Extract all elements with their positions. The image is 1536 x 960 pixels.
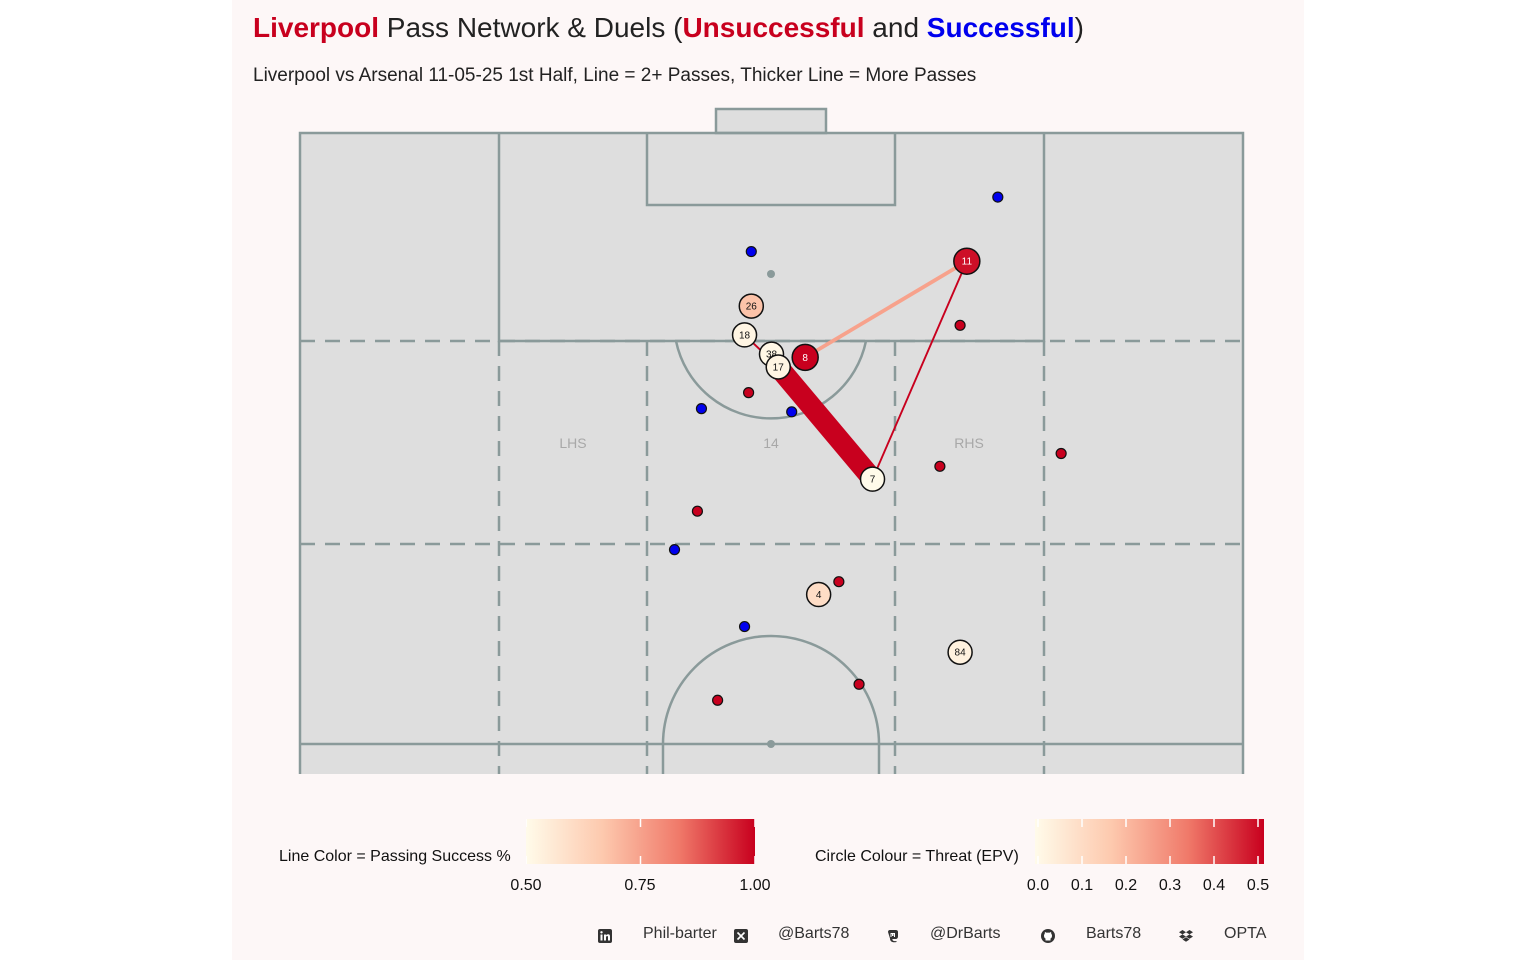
duel-point — [833, 576, 845, 588]
player-node: 7 — [859, 466, 886, 492]
player-number: 17 — [773, 362, 785, 373]
player-number: 84 — [955, 648, 967, 659]
duel-point — [668, 544, 681, 556]
six-yard-box — [645, 133, 897, 207]
player-number: 18 — [739, 330, 751, 341]
line-legend-tick: 0.50 — [510, 877, 542, 894]
penalty-arc — [674, 340, 868, 420]
player-circle — [791, 343, 819, 372]
line-legend-tick: 0.75 — [624, 877, 656, 894]
chart-title: Liverpool Pass Network & Duels (Unsucces… — [253, 12, 1084, 44]
circle-legend-label: Circle Colour = Threat (EPV) — [815, 848, 1019, 865]
player-circle — [765, 354, 791, 380]
zone-label-rhs: RHS — [954, 435, 984, 451]
footer-mastodon: @DrBarts — [930, 925, 1001, 942]
footer-twitter: @Barts78 — [778, 925, 850, 942]
penalty-spot — [767, 270, 775, 278]
player-number: 38 — [766, 350, 778, 361]
pass-links — [743, 259, 968, 486]
title-unsuccessful: Unsuccessful — [682, 12, 865, 43]
duel-point — [992, 191, 1004, 203]
player-node: 11 — [953, 247, 981, 275]
line-legend-label: Line Color = Passing Success % — [279, 848, 511, 865]
linkedin-icon — [598, 929, 612, 943]
player-number: 8 — [802, 353, 808, 364]
pitch-markings: LHS 14 RHS — [298, 107, 1245, 774]
circle-legend-tick: 0.0 — [1026, 877, 1050, 894]
player-node: 17 — [765, 354, 791, 380]
player-number: 7 — [870, 475, 876, 486]
player-node: 18 — [731, 322, 758, 348]
circle-legend-tick: 0.3 — [1158, 877, 1182, 894]
player-circle — [947, 639, 973, 665]
circle-legend-tick: 0.2 — [1114, 877, 1138, 894]
pitch-outline — [298, 131, 1245, 774]
centre-spot — [767, 740, 775, 748]
duel-point — [695, 403, 708, 415]
player-node: 8 — [791, 343, 819, 372]
duel-point — [786, 406, 798, 418]
player-number: 26 — [746, 302, 758, 313]
duel-point — [1055, 447, 1067, 460]
title-middle: Pass Network & Duels ( — [379, 12, 683, 43]
footer-linkedin: Phil-barter — [643, 925, 717, 942]
player-circle — [953, 247, 981, 275]
github-icon — [1041, 929, 1055, 943]
pass-link — [770, 360, 881, 486]
pass-link — [871, 260, 968, 480]
title-successful: Successful — [926, 12, 1075, 43]
chart-subtitle: Liverpool vs Arsenal 11-05-25 1st Half, … — [253, 65, 977, 86]
player-node: 4 — [805, 581, 832, 608]
line-color-gradient — [526, 819, 755, 864]
circle-legend-tick: 0.1 — [1070, 877, 1094, 894]
mastodon-icon — [888, 930, 898, 943]
duel-point — [954, 319, 966, 331]
zone-label-14: 14 — [763, 435, 779, 451]
line-legend-tick: 1.00 — [739, 877, 771, 894]
duel-point — [742, 387, 755, 399]
player-number: 4 — [816, 590, 822, 601]
dropbox-icon — [1179, 930, 1193, 942]
circle-color-gradient — [1035, 819, 1264, 864]
pass-link — [804, 259, 968, 359]
goal — [714, 107, 828, 135]
footer-github: Barts78 — [1086, 925, 1142, 942]
player-circle — [805, 581, 832, 608]
duel-point — [691, 505, 704, 517]
duel-point — [745, 245, 757, 258]
title-team: Liverpool — [253, 12, 380, 43]
centre-circle — [661, 634, 881, 774]
duel-point — [853, 678, 865, 690]
pitch-surface — [300, 133, 1243, 774]
player-node: 26 — [738, 293, 765, 319]
title-close: ) — [1074, 12, 1084, 43]
circle-legend-tick: 0.4 — [1202, 877, 1226, 894]
player-circle — [859, 466, 886, 492]
credits-footer: Phil-barter @Barts78 @DrBarts Barts78 OP… — [0, 925, 1536, 949]
player-node: 84 — [947, 639, 973, 665]
circle-legend-tick: 0.5 — [1246, 877, 1270, 894]
duel-point — [934, 460, 946, 472]
duel-point — [738, 620, 751, 633]
x-twitter-icon — [734, 929, 748, 943]
footer-opta: OPTA — [1224, 925, 1267, 942]
penalty-area — [497, 133, 1046, 343]
player-circle — [738, 293, 765, 319]
player-circle — [731, 322, 758, 348]
player-number: 11 — [962, 257, 973, 268]
title-and: and — [864, 12, 927, 43]
duel-point — [712, 694, 724, 706]
zone-label-lhs: LHS — [559, 435, 586, 451]
